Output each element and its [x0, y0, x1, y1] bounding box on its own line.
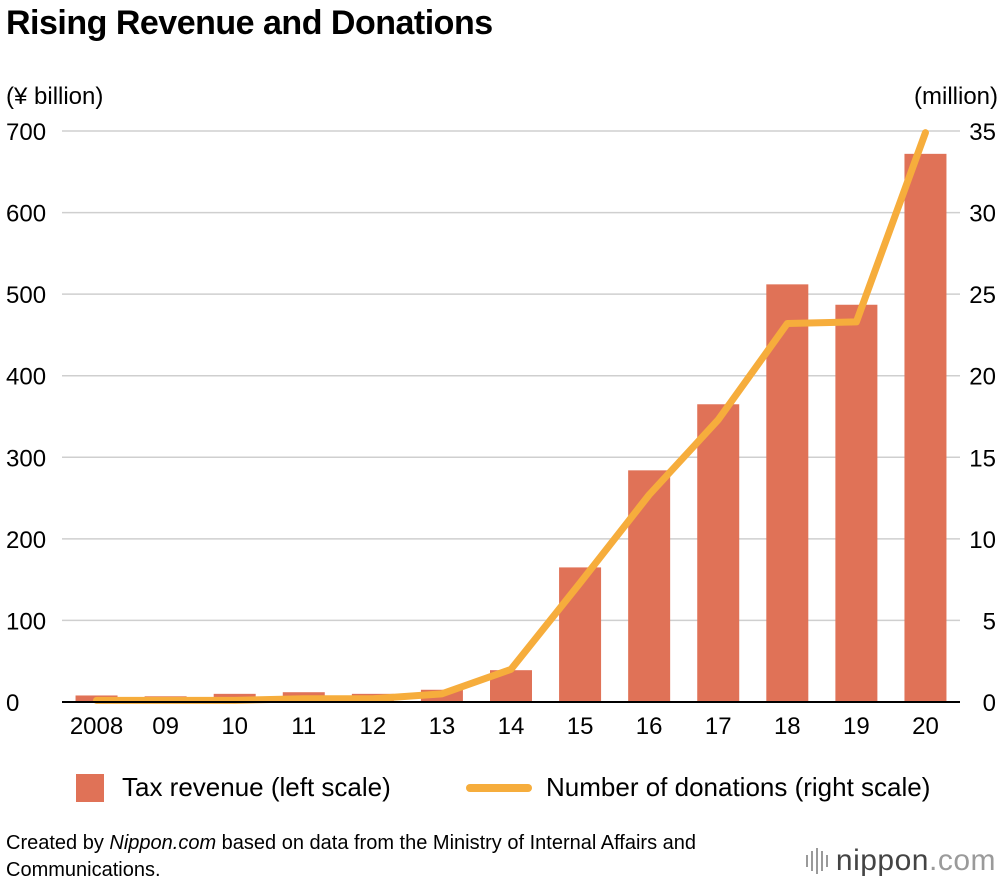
- legend-line-swatch: [466, 783, 532, 792]
- legend-bar-swatch: [76, 773, 104, 802]
- y-right-tick-label: 5: [983, 608, 996, 635]
- legend-line: Number of donations (right scale): [466, 772, 930, 803]
- legend-bar-label: Tax revenue (left scale): [122, 772, 391, 802]
- y-right-tick-label: 30: [969, 201, 996, 228]
- y-right-tick-label: 25: [969, 282, 996, 309]
- x-tick-label: 2008: [70, 713, 123, 740]
- x-tick-label: 10: [221, 713, 248, 740]
- legend-bar: Tax revenue (left scale): [76, 772, 391, 803]
- y-right-unit-label: (million): [914, 83, 998, 110]
- y-left-tick-label: 700: [6, 119, 46, 146]
- y-left-tick-label: 600: [6, 201, 46, 228]
- y-left-tick-label: 500: [6, 282, 46, 309]
- line-series: [93, 129, 929, 704]
- brand-name-text: nippon: [835, 844, 929, 877]
- source-prefix: Created by: [6, 832, 110, 854]
- y-right-tick-label: 35: [969, 119, 996, 146]
- bar: [559, 567, 602, 702]
- x-tick-label: 18: [774, 713, 801, 740]
- chart-area: 0 0 100 5 200 10 300 15 400 20 500 25 600 30 700 35 (¥ b…: [6, 83, 998, 740]
- y-right-tick-label: 0: [983, 690, 996, 717]
- x-tick-label: 09: [152, 713, 179, 740]
- bar: [766, 284, 809, 702]
- source-suffix: based on data from the Ministry of Inter…: [6, 832, 697, 881]
- y-right-tick-label: 20: [969, 364, 996, 391]
- y-left-unit-label: (¥ billion): [6, 83, 103, 110]
- x-tick-label: 15: [567, 713, 594, 740]
- x-tick-label: 17: [705, 713, 732, 740]
- nippon-logo: nippon.com: [805, 844, 996, 878]
- y-left-tick-label: 300: [6, 445, 46, 472]
- x-tick-label: 16: [636, 713, 663, 740]
- bar: [628, 470, 671, 702]
- y-left-tick-label: 100: [6, 608, 46, 635]
- source-note: Created by Nippon.com based on data from…: [6, 830, 766, 884]
- x-tick-label: 11: [291, 713, 316, 740]
- logo-mark-icon: [805, 848, 828, 874]
- y-left-tick-label: 0: [6, 690, 19, 717]
- y-left-tick-label: 200: [6, 527, 46, 554]
- brand-name: nippon.com: [836, 844, 996, 878]
- source-publisher: Nippon.com: [109, 832, 217, 854]
- x-tick-label: 12: [359, 713, 386, 740]
- bar: [835, 304, 878, 702]
- legend-line-label: Number of donations (right scale): [546, 772, 931, 802]
- y-right-tick-label: 10: [969, 527, 996, 554]
- gridlines: [62, 130, 960, 622]
- x-tick-label: 20: [912, 713, 939, 740]
- chart-title: Rising Revenue and Donations: [6, 4, 493, 42]
- axes: 0 0 100 5 200 10 300 15 400 20 500 25 600 30 700 35 (¥ b…: [6, 83, 998, 740]
- x-tick-label: 14: [498, 713, 525, 740]
- y-left-tick-label: 400: [6, 364, 46, 391]
- x-tick-label: 19: [843, 713, 870, 740]
- bar: [904, 153, 947, 703]
- brand-domain: .com: [928, 844, 996, 877]
- y-right-tick-label: 15: [969, 445, 996, 472]
- bar: [697, 404, 740, 702]
- x-tick-label: 13: [429, 713, 456, 740]
